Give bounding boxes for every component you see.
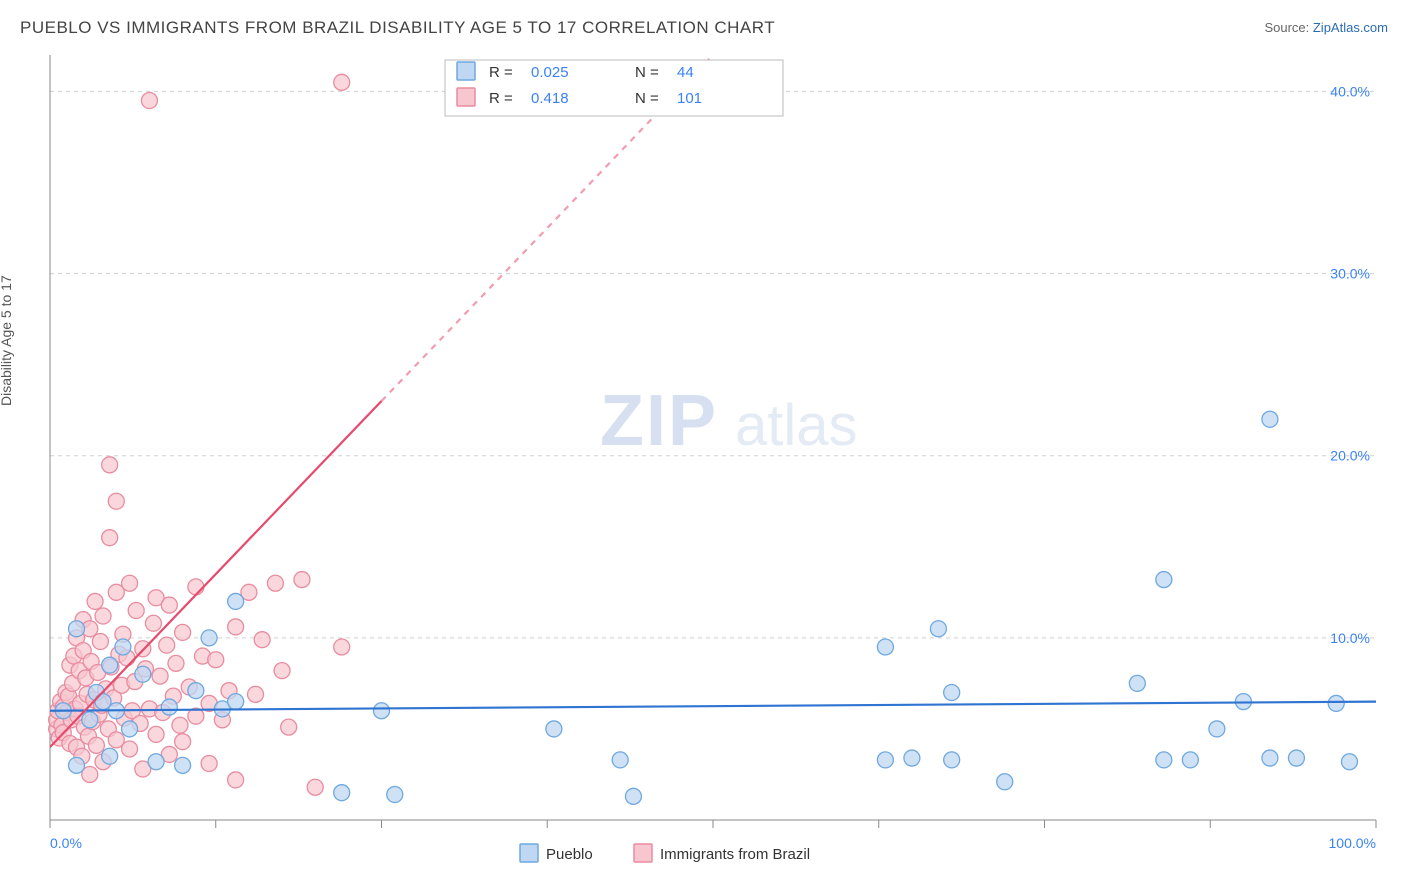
data-point-blue [1288, 750, 1304, 766]
data-point-blue [944, 685, 960, 701]
trend-line-blue [50, 702, 1376, 711]
data-point-blue [161, 699, 177, 715]
data-point-pink [307, 779, 323, 795]
data-point-blue [1182, 752, 1198, 768]
y-tick-label: 30.0% [1330, 266, 1370, 282]
data-point-pink [172, 717, 188, 733]
data-point-pink [122, 575, 138, 591]
x-tick-label: 100.0% [1329, 835, 1376, 851]
data-point-blue [82, 712, 98, 728]
data-point-pink [281, 719, 297, 735]
data-point-pink [168, 655, 184, 671]
legend-r-label: R = [489, 90, 513, 107]
legend-n-value: 44 [677, 64, 694, 81]
legend-series-label: Immigrants from Brazil [660, 846, 810, 863]
data-point-blue [135, 666, 151, 682]
data-point-blue [904, 750, 920, 766]
data-point-blue [175, 757, 191, 773]
data-point-blue [122, 721, 138, 737]
legend-n-value: 101 [677, 90, 702, 107]
data-point-pink [334, 639, 350, 655]
data-point-blue [228, 593, 244, 609]
data-point-blue [1156, 752, 1172, 768]
data-point-pink [122, 741, 138, 757]
data-point-pink [175, 624, 191, 640]
data-point-pink [208, 652, 224, 668]
data-point-blue [1341, 754, 1357, 770]
legend-swatch [457, 88, 475, 106]
trend-line-pink-solid [50, 401, 382, 747]
y-tick-label: 10.0% [1330, 630, 1370, 646]
data-point-blue [201, 630, 217, 646]
data-point-blue [148, 754, 164, 770]
data-point-blue [188, 683, 204, 699]
data-point-blue [1262, 411, 1278, 427]
data-point-blue [102, 657, 118, 673]
data-point-blue [69, 757, 85, 773]
data-point-blue [612, 752, 628, 768]
data-point-blue [546, 721, 562, 737]
data-point-pink [294, 572, 310, 588]
data-point-pink [102, 530, 118, 546]
data-point-pink [267, 575, 283, 591]
legend-swatch [457, 62, 475, 80]
data-point-pink [88, 737, 104, 753]
data-point-blue [374, 703, 390, 719]
chart-container: { "title": "PUEBLO VS IMMIGRANTS FROM BR… [0, 0, 1406, 892]
data-point-pink [228, 619, 244, 635]
data-point-pink [159, 637, 175, 653]
data-point-pink [87, 593, 103, 609]
legend-r-value: 0.025 [531, 64, 569, 81]
data-point-pink [141, 93, 157, 109]
data-point-pink [254, 632, 270, 648]
data-point-pink [95, 608, 111, 624]
data-point-pink [248, 686, 264, 702]
data-point-blue [1129, 675, 1145, 691]
data-point-blue [1262, 750, 1278, 766]
data-point-blue [625, 788, 641, 804]
data-point-pink [102, 457, 118, 473]
data-point-blue [69, 621, 85, 637]
data-point-blue [997, 774, 1013, 790]
data-point-pink [152, 668, 168, 684]
data-point-pink [145, 615, 161, 631]
data-point-blue [1209, 721, 1225, 737]
data-point-blue [115, 639, 131, 655]
data-point-blue [1156, 572, 1172, 588]
data-point-pink [334, 74, 350, 90]
data-point-blue [334, 785, 350, 801]
legend-n-label: N = [635, 64, 659, 81]
y-tick-label: 20.0% [1330, 448, 1370, 464]
legend-r-label: R = [489, 64, 513, 81]
legend-swatch [634, 844, 652, 862]
data-point-blue [102, 748, 118, 764]
data-point-pink [92, 634, 108, 650]
data-point-blue [1328, 695, 1344, 711]
data-point-pink [128, 603, 144, 619]
chart-svg: 10.0% 20.0% 30.0% 40.0% ZIP atlas 0.0% 100.0% R … [0, 0, 1406, 892]
legend-n-label: N = [635, 90, 659, 107]
legend-series-label: Pueblo [546, 846, 593, 863]
data-point-pink [274, 663, 290, 679]
data-point-pink [188, 579, 204, 595]
data-point-pink [108, 493, 124, 509]
watermark: ZIP [600, 381, 718, 461]
y-tick-label: 40.0% [1330, 83, 1370, 99]
data-point-blue [944, 752, 960, 768]
data-point-blue [930, 621, 946, 637]
data-point-pink [228, 772, 244, 788]
data-point-blue [877, 639, 893, 655]
x-tick-label: 0.0% [50, 835, 82, 851]
legend-r-value: 0.418 [531, 90, 569, 107]
data-point-blue [387, 787, 403, 803]
legend-swatch [520, 844, 538, 862]
data-point-pink [161, 597, 177, 613]
watermark: atlas [735, 393, 858, 458]
data-point-blue [228, 694, 244, 710]
data-point-blue [877, 752, 893, 768]
data-point-pink [148, 726, 164, 742]
data-point-pink [175, 734, 191, 750]
data-point-pink [201, 756, 217, 772]
